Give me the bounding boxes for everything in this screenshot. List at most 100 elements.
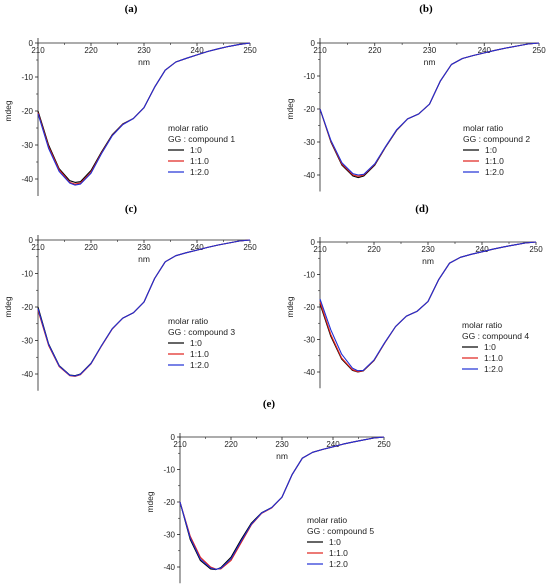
x-tick-label: 230 [137, 46, 151, 55]
y-tick-label: 0 [29, 39, 34, 48]
series-line-1-2-0 [37, 42, 251, 186]
x-tick-label: 230 [421, 245, 435, 254]
y-axis-label: mdeg [3, 100, 13, 122]
panel-a: (a) 210 220 230 240 250 0 -10 -20 -30 -40 nm mdeg mol… [3, 3, 257, 196]
y-axis-label: mdeg [285, 296, 295, 318]
legend-title: molar ratio [168, 316, 208, 326]
x-tick-label: 230 [137, 243, 151, 252]
panel-c: (c) 210 220 230 240 250 0 -10 -20 -30 -40 nm mdeg mol… [3, 203, 257, 391]
x-axis-label: nm [276, 451, 288, 461]
legend-entry: 1:2.0 [484, 364, 503, 374]
y-tick-label: -30 [303, 138, 315, 147]
y-axis-label: mdeg [3, 296, 13, 318]
y-tick-label: -40 [21, 175, 33, 184]
x-tick-label: 220 [84, 243, 98, 252]
panel-e: (e) 210 220 230 240 250 0 -10 -20 -30 -40 nm mdeg mol… [145, 398, 391, 584]
y-tick-label: 0 [29, 236, 34, 245]
y-tick-label: -20 [163, 498, 175, 507]
x-axis-label: nm [138, 254, 150, 264]
y-tick-label: -10 [163, 466, 175, 475]
panel-label: (b) [419, 3, 433, 15]
series-line-1-2-0 [179, 436, 385, 570]
panel-b: (b) 210 220 230 240 250 0 -10 -20 -30 -40 nm mdeg mol… [285, 3, 546, 192]
x-tick-label: 250 [243, 243, 257, 252]
panel-d: (d) 210 220 230 240 250 0 -10 -20 -30 -40 nm mdeg mol… [285, 203, 543, 389]
x-tick-label: 240 [326, 440, 340, 449]
legend-subtitle: GG : compound 3 [168, 327, 235, 337]
y-axis-label: mdeg [145, 491, 155, 513]
x-axis-label: nm [422, 256, 434, 266]
legend-subtitle: GG : compound 5 [307, 526, 374, 536]
legend-entry: 1:2.0 [190, 167, 209, 177]
y-tick-label: -40 [163, 563, 175, 572]
legend-title: molar ratio [463, 123, 503, 133]
legend-entry: 1:2.0 [190, 360, 209, 370]
y-tick-label: -20 [21, 303, 33, 312]
series-line-1-2-0 [319, 241, 537, 372]
panel-label: (e) [263, 398, 276, 410]
x-tick-label: 250 [529, 245, 543, 254]
legend-entry: 1:1.0 [190, 156, 209, 166]
series-line-1-2-0 [37, 239, 251, 377]
x-tick-label: 250 [243, 46, 257, 55]
x-tick-label: 240 [190, 46, 204, 55]
y-tick-label: -40 [21, 370, 33, 379]
y-tick-label: 0 [171, 433, 176, 442]
x-tick-label: 230 [275, 440, 289, 449]
legend-entry: 1:2.0 [329, 559, 348, 569]
x-tick-label: 220 [84, 46, 98, 55]
y-tick-label: -20 [303, 105, 315, 114]
legend-title: molar ratio [168, 123, 208, 133]
y-tick-label: -10 [21, 73, 33, 82]
y-tick-label: -40 [303, 171, 315, 180]
y-tick-label: -30 [163, 531, 175, 540]
panel-label: (d) [415, 203, 429, 215]
x-tick-label: 220 [368, 46, 382, 55]
y-tick-label: 0 [311, 39, 316, 48]
legend-entry: 1:1.0 [485, 156, 504, 166]
legend-entry: 1:1.0 [484, 353, 503, 363]
legend-title: molar ratio [307, 515, 347, 525]
y-tick-label: -30 [21, 337, 33, 346]
legend-entry: 1:0 [329, 537, 341, 547]
x-tick-label: 210 [173, 440, 187, 449]
panel-label: (c) [125, 203, 138, 215]
y-tick-label: -30 [21, 141, 33, 150]
series-line-1-2-0 [319, 42, 540, 176]
legend-entry: 1:0 [190, 338, 202, 348]
y-tick-label: -40 [303, 368, 315, 377]
legend-entry: 1:1.0 [190, 349, 209, 359]
legend-subtitle: GG : compound 2 [463, 134, 530, 144]
x-tick-label: 250 [377, 440, 391, 449]
legend-subtitle: GG : compound 1 [168, 134, 235, 144]
x-tick-label: 210 [313, 245, 327, 254]
x-tick-label: 220 [367, 245, 381, 254]
y-tick-label: -20 [303, 303, 315, 312]
x-tick-label: 210 [313, 46, 327, 55]
x-tick-label: 220 [224, 440, 238, 449]
y-tick-label: -10 [303, 271, 315, 280]
legend-entry: 1:0 [190, 145, 202, 155]
x-axis-label: nm [138, 57, 150, 67]
y-tick-label: -20 [21, 107, 33, 116]
y-tick-label: -10 [303, 72, 315, 81]
legend-subtitle: GG : compound 4 [462, 331, 529, 341]
x-tick-label: 240 [478, 46, 492, 55]
x-tick-label: 230 [423, 46, 437, 55]
x-tick-label: 210 [31, 46, 45, 55]
panel-label: (a) [125, 3, 138, 15]
x-tick-label: 250 [532, 46, 546, 55]
y-tick-label: -10 [21, 270, 33, 279]
y-axis-label: mdeg [285, 98, 295, 120]
y-tick-label: 0 [311, 238, 316, 247]
y-tick-label: -30 [303, 336, 315, 345]
legend-entry: 1:2.0 [485, 167, 504, 177]
legend-entry: 1:1.0 [329, 548, 348, 558]
legend-title: molar ratio [462, 320, 502, 330]
legend-entry: 1:0 [484, 342, 496, 352]
